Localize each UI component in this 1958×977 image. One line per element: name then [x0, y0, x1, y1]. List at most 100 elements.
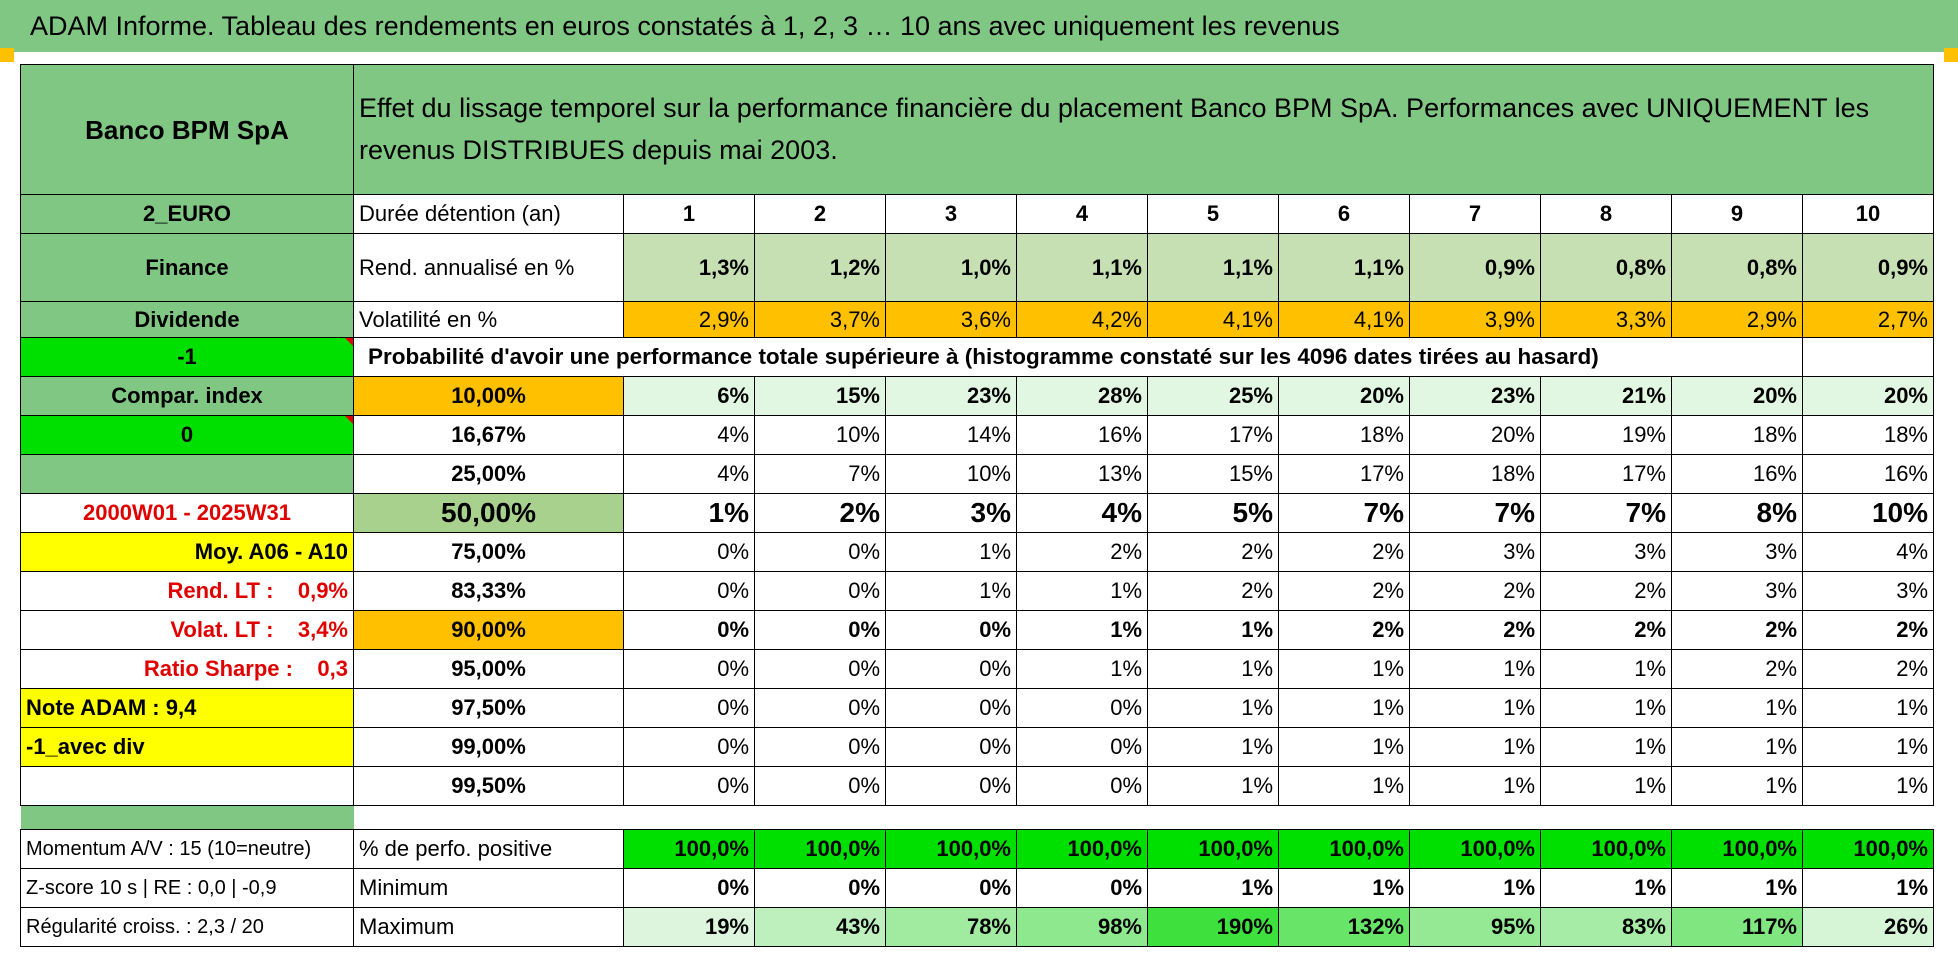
min-cell: 0%: [754, 868, 886, 908]
prob-cell: 0%: [885, 610, 1017, 650]
prob-cell: 7%: [1278, 493, 1410, 533]
threshold-cell: 50,00%: [353, 493, 624, 533]
prob-cell: 18%: [1278, 415, 1410, 455]
year-cell: 8: [1540, 194, 1672, 234]
prob-cell: 0%: [754, 532, 886, 572]
vol-cell: 4,1%: [1147, 301, 1279, 338]
prob-cell: 7%: [1540, 493, 1672, 533]
year-cell: 9: [1671, 194, 1803, 234]
min-cell: 0%: [885, 868, 1017, 908]
empty-cell: [1802, 337, 1934, 377]
prob-cell: 1%: [1802, 727, 1934, 767]
flag-cell[interactable]: 0: [20, 415, 354, 455]
annualized-return-row: Finance Rend. annualisé en % 1,3% 1,2% 1…: [20, 233, 1934, 302]
year-cell: 7: [1409, 194, 1541, 234]
prob-cell: 20%: [1671, 376, 1803, 416]
rend-cell: 0,9%: [1409, 233, 1541, 302]
prob-cell: 13%: [1016, 454, 1148, 494]
prob-cell: 0%: [754, 766, 886, 806]
prob-cell: 4%: [1802, 532, 1934, 572]
prob-cell: 1%: [1540, 727, 1672, 767]
prob-cell: 2%: [1802, 649, 1934, 689]
corner-marker-right: [1944, 48, 1958, 62]
maximum-row: Régularité croiss. : 2,3 / 20 Maximum 19…: [20, 907, 1934, 947]
prob-cell: 1%: [1278, 766, 1410, 806]
prob-cell: 2%: [1802, 610, 1934, 650]
max-cell: 98%: [1016, 907, 1148, 947]
prob-cell: 0%: [885, 649, 1017, 689]
prob-cell: 1%: [1278, 688, 1410, 728]
probability-title-row: -1 Probabilité d'avoir une performance t…: [20, 337, 1934, 377]
prob-row-3: 2000W01 - 2025W31 50,00% 1% 2% 3% 4% 5% …: [20, 493, 1934, 533]
prob-cell: 16%: [1671, 454, 1803, 494]
prob-cell: 1%: [1409, 766, 1541, 806]
flag-cell[interactable]: -1: [20, 337, 354, 377]
prob-cell: 2%: [1278, 571, 1410, 611]
vol-cell: 4,1%: [1278, 301, 1410, 338]
prob-cell: 10%: [754, 415, 886, 455]
max-cell: 26%: [1802, 907, 1934, 947]
prob-row-6: Volat. LT : 3,4% 90,00% 0% 0% 0% 1% 1% 2…: [20, 610, 1934, 650]
threshold-cell: 99,00%: [353, 727, 624, 767]
prob-cell: 0%: [754, 727, 886, 767]
spacer-row: [20, 805, 1934, 830]
year-cell: 5: [1147, 194, 1279, 234]
empty-side-cell: [20, 454, 354, 494]
positive-cell: 100,0%: [1147, 829, 1279, 869]
prob-cell: 10%: [885, 454, 1017, 494]
prob-row-8: Note ADAM : 9,4 97,50% 0% 0% 0% 0% 1% 1%…: [20, 688, 1934, 728]
year-cell: 3: [885, 194, 1017, 234]
prob-cell: 1%: [1016, 571, 1148, 611]
prob-cell: 0%: [885, 766, 1017, 806]
prob-cell: 18%: [1671, 415, 1803, 455]
vol-cell: 2,7%: [1802, 301, 1934, 338]
prob-cell: 0%: [885, 688, 1017, 728]
prob-cell: 1%: [1409, 649, 1541, 689]
prob-row-5: Rend. LT : 0,9% 83,33% 0% 0% 1% 1% 2% 2%…: [20, 571, 1934, 611]
prob-cell: 7%: [1409, 493, 1541, 533]
note-adam-label: Note ADAM : 9,4: [20, 688, 354, 728]
prob-cell: 17%: [1147, 415, 1279, 455]
rend-cell: 1,2%: [754, 233, 886, 302]
row-label: Minimum: [353, 868, 624, 908]
prob-cell: 28%: [1016, 376, 1148, 416]
asset-name: Banco BPM SpA: [20, 64, 354, 195]
vol-cell: 4,2%: [1016, 301, 1148, 338]
prob-cell: 3%: [1802, 571, 1934, 611]
min-cell: 1%: [1409, 868, 1541, 908]
max-cell: 95%: [1409, 907, 1541, 947]
threshold-cell: 25,00%: [353, 454, 624, 494]
prob-row-1: 0 16,67% 4% 10% 14% 16% 17% 18% 20% 19% …: [20, 415, 1934, 455]
prob-cell: 0%: [885, 727, 1017, 767]
prob-cell: 2%: [1409, 571, 1541, 611]
prob-cell: 0%: [623, 532, 755, 572]
prob-cell: 4%: [623, 454, 755, 494]
duration-label: Durée détention (an): [353, 194, 624, 234]
max-cell: 132%: [1278, 907, 1410, 947]
prob-cell: 0%: [1016, 727, 1148, 767]
prob-cell: 1%: [885, 532, 1017, 572]
prob-cell: 2%: [1147, 571, 1279, 611]
prob-cell: 1%: [1540, 766, 1672, 806]
header-row: Banco BPM SpA Effet du lissage temporel …: [20, 64, 1934, 195]
corner-marker-left: [0, 48, 14, 62]
positive-cell: 100,0%: [1540, 829, 1672, 869]
prob-cell: 2%: [1540, 610, 1672, 650]
page-title: ADAM Informe. Tableau des rendements en …: [30, 10, 1340, 41]
rend-lt-label: Rend. LT : 0,9%: [20, 571, 354, 611]
prob-cell: 15%: [1147, 454, 1279, 494]
row-label: Maximum: [353, 907, 624, 947]
max-cell: 83%: [1540, 907, 1672, 947]
prob-cell: 1%: [1409, 688, 1541, 728]
min-cell: 1%: [1147, 868, 1279, 908]
prob-cell: 0%: [623, 610, 755, 650]
prob-cell: 1%: [1671, 766, 1803, 806]
prob-cell: 21%: [1540, 376, 1672, 416]
rend-cell: 1,0%: [885, 233, 1017, 302]
row-label: % de perfo. positive: [353, 829, 624, 869]
prob-cell: 1%: [1278, 649, 1410, 689]
rend-cell: 0,8%: [1671, 233, 1803, 302]
prob-cell: 15%: [754, 376, 886, 416]
prob-cell: 20%: [1802, 376, 1934, 416]
prob-cell: 1%: [1016, 610, 1148, 650]
